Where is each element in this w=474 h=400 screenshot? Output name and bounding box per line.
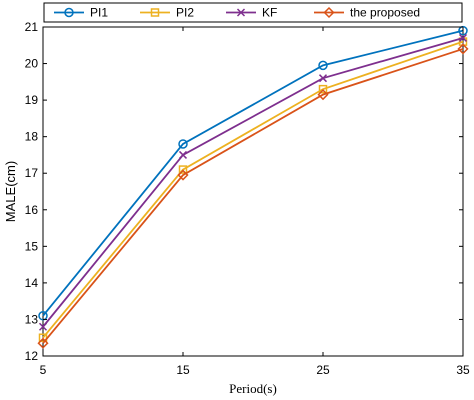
legend-item: PI2 (140, 6, 194, 20)
y-tick-label: 15 (25, 239, 39, 253)
series-line (42, 48, 464, 344)
legend-label: PI1 (90, 6, 108, 20)
data-point-marker (457, 43, 469, 55)
data-point-marker (177, 169, 189, 181)
legend-label: the proposed (350, 6, 420, 20)
data-point-marker (318, 74, 328, 83)
legend: PI1 PI2 KF the proposed (43, 2, 463, 23)
y-tick-label: 16 (25, 203, 39, 217)
legend-item: the proposed (314, 6, 420, 20)
series-line (42, 29, 464, 317)
legend-marker (64, 7, 74, 18)
y-tick-label: 18 (25, 130, 39, 144)
y-tick-label: 12 (25, 349, 39, 363)
series-the-proposed (37, 43, 469, 349)
legend-item: PI1 (54, 6, 108, 20)
data-point-marker (178, 139, 188, 149)
x-tick-label: 35 (456, 363, 470, 377)
legend-marker (150, 8, 160, 17)
legend-marker (323, 6, 335, 19)
data-point-marker (178, 165, 188, 174)
data-point-marker (38, 322, 48, 331)
series-line (42, 37, 464, 328)
y-axis-title: MALE(cm) (3, 161, 18, 222)
x-tick-label: 25 (316, 363, 330, 377)
y-tick-label: 21 (25, 20, 39, 34)
series-pi2 (38, 37, 468, 342)
data-point-marker (458, 33, 468, 42)
series-line (42, 40, 464, 339)
data-point-marker (318, 84, 328, 94)
data-point-marker (318, 60, 328, 71)
y-tick-label: 14 (25, 276, 39, 290)
legend-label: KF (262, 6, 277, 20)
series-layer (37, 25, 469, 349)
x-tick-label: 15 (176, 363, 190, 377)
y-tick-label: 13 (25, 312, 39, 326)
series-pi1 (38, 25, 468, 321)
y-tick-label: 20 (25, 57, 39, 71)
legend-item: KF (226, 6, 277, 20)
x-tick-label: 5 (40, 363, 47, 377)
y-tick-label: 17 (25, 166, 39, 180)
y-tick-label: 19 (25, 93, 39, 107)
data-point-marker (178, 150, 188, 159)
legend-label: PI2 (176, 6, 194, 20)
plot-frame (42, 26, 464, 357)
ticks-layer: 5 15 25 35 12 13 14 15 16 17 18 19 20 21 (25, 20, 470, 377)
legend-marker (236, 8, 246, 17)
series-kf (38, 33, 468, 331)
data-point-marker (317, 89, 329, 101)
data-point-marker (37, 337, 49, 349)
x-axis-title: Period(s) (229, 381, 277, 396)
